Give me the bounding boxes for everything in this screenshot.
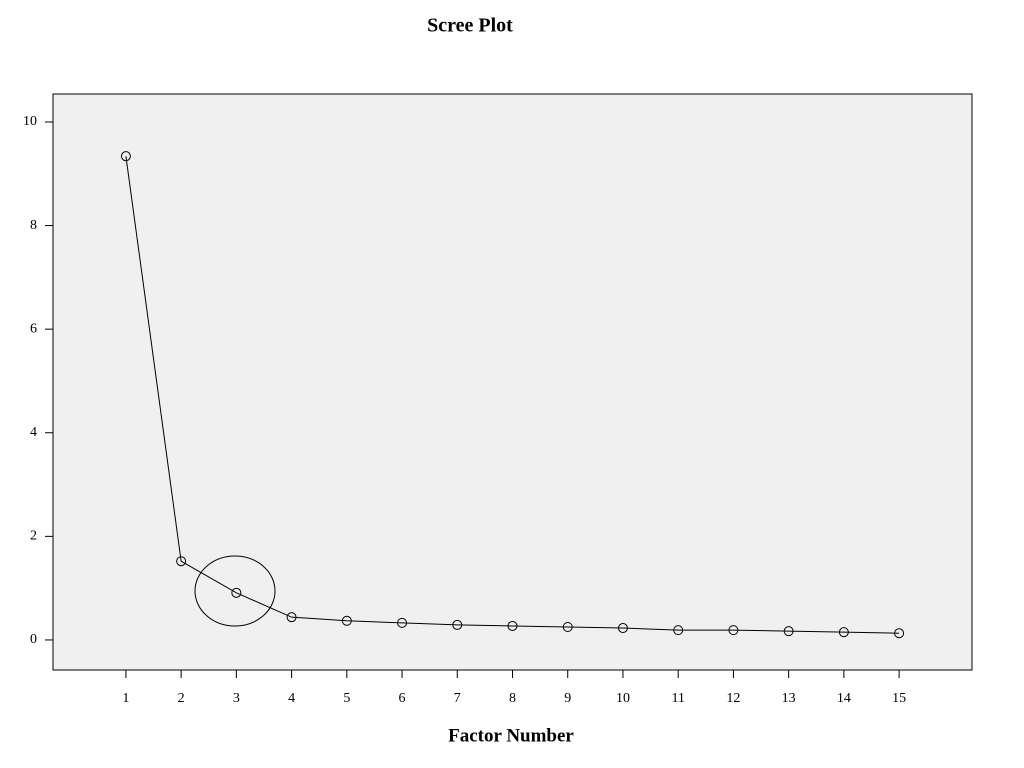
point <box>286 612 297 623</box>
y-tick-label: 0 <box>30 632 37 647</box>
x-tick-label: 7 <box>454 691 461 706</box>
y-tick-label: 4 <box>30 425 37 440</box>
x-tick-label: 8 <box>509 691 516 706</box>
x-tick-label: 9 <box>564 691 571 706</box>
point <box>562 622 573 633</box>
x-tick-label: 5 <box>343 691 350 706</box>
point <box>894 628 905 639</box>
line <box>125 156 900 634</box>
point <box>341 615 352 626</box>
point <box>783 626 794 637</box>
x-tick-label: 15 <box>892 691 906 706</box>
point <box>176 556 187 567</box>
x-tick-label: 12 <box>726 691 740 706</box>
x-tick-label: 3 <box>233 691 240 706</box>
y-tick-label: 10 <box>23 114 37 129</box>
chart-title: Scree Plot <box>427 15 513 37</box>
point <box>231 587 242 598</box>
highlight-ellipse <box>194 555 276 627</box>
point <box>452 619 463 630</box>
x-tick-label: 13 <box>782 691 796 706</box>
point <box>397 617 408 628</box>
x-tick-label: 11 <box>671 691 684 706</box>
point <box>838 627 849 638</box>
x-tick-label: 14 <box>837 691 851 706</box>
x-tick-label: 2 <box>178 691 185 706</box>
y-tick-label: 8 <box>30 218 37 233</box>
y-tick-label: 2 <box>30 529 37 544</box>
point <box>673 625 684 636</box>
x-tick-label: 4 <box>288 691 295 706</box>
point <box>507 620 518 631</box>
point <box>617 623 628 634</box>
point <box>120 151 131 162</box>
x-tick-label: 10 <box>616 691 630 706</box>
x-tick-label: 6 <box>399 691 406 706</box>
point <box>728 625 739 636</box>
plot-area <box>52 93 973 671</box>
y-tick-label: 6 <box>30 321 37 336</box>
x-tick-label: 1 <box>122 691 129 706</box>
x-axis-label: Factor Number <box>448 725 574 746</box>
